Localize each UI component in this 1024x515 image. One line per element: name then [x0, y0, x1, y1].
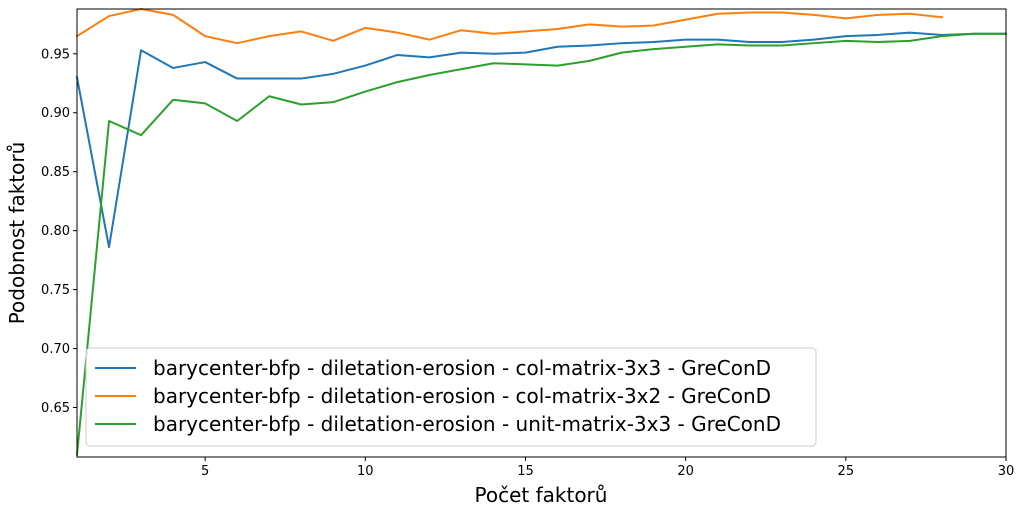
y-tick-label: 0.75	[41, 283, 70, 298]
x-tick-label: 10	[357, 464, 374, 479]
legend-label-2: barycenter-bfp - diletation-erosion - co…	[153, 384, 771, 408]
y-tick-label: 0.95	[41, 47, 70, 62]
legend-box	[85, 347, 817, 447]
x-tick-label: 20	[677, 464, 694, 479]
x-tick-label: 30	[998, 464, 1015, 479]
x-tick-label: 25	[838, 464, 855, 479]
series-line-3	[75, 32, 1007, 456]
x-axis-ticks: 5 10 15 20 25 30	[201, 457, 1014, 479]
x-axis-label: Počet faktorů	[475, 483, 608, 507]
y-tick-label: 0.85	[41, 165, 70, 180]
legend: barycenter-bfp - diletation-erosion - co…	[85, 347, 817, 447]
y-axis-label: Podobnost faktorů	[5, 142, 29, 325]
x-tick-label: 15	[517, 464, 534, 479]
y-axis-ticks: 0.65 0.70 0.75 0.80 0.85 0.90 0.95	[41, 47, 77, 416]
plot-frame	[76, 8, 1007, 458]
y-tick-label: 0.80	[41, 224, 70, 239]
series-line-2	[75, 8, 944, 45]
y-tick-label: 0.90	[41, 106, 70, 121]
x-tick-label: 5	[201, 464, 209, 479]
y-tick-label: 0.65	[41, 401, 70, 416]
legend-label-1: barycenter-bfp - diletation-erosion - co…	[153, 356, 771, 380]
series-lines	[75, 8, 1007, 456]
series-line-1	[75, 31, 1007, 249]
y-tick-label: 0.70	[41, 342, 70, 357]
legend-label-3: barycenter-bfp - diletation-erosion - un…	[153, 412, 781, 436]
